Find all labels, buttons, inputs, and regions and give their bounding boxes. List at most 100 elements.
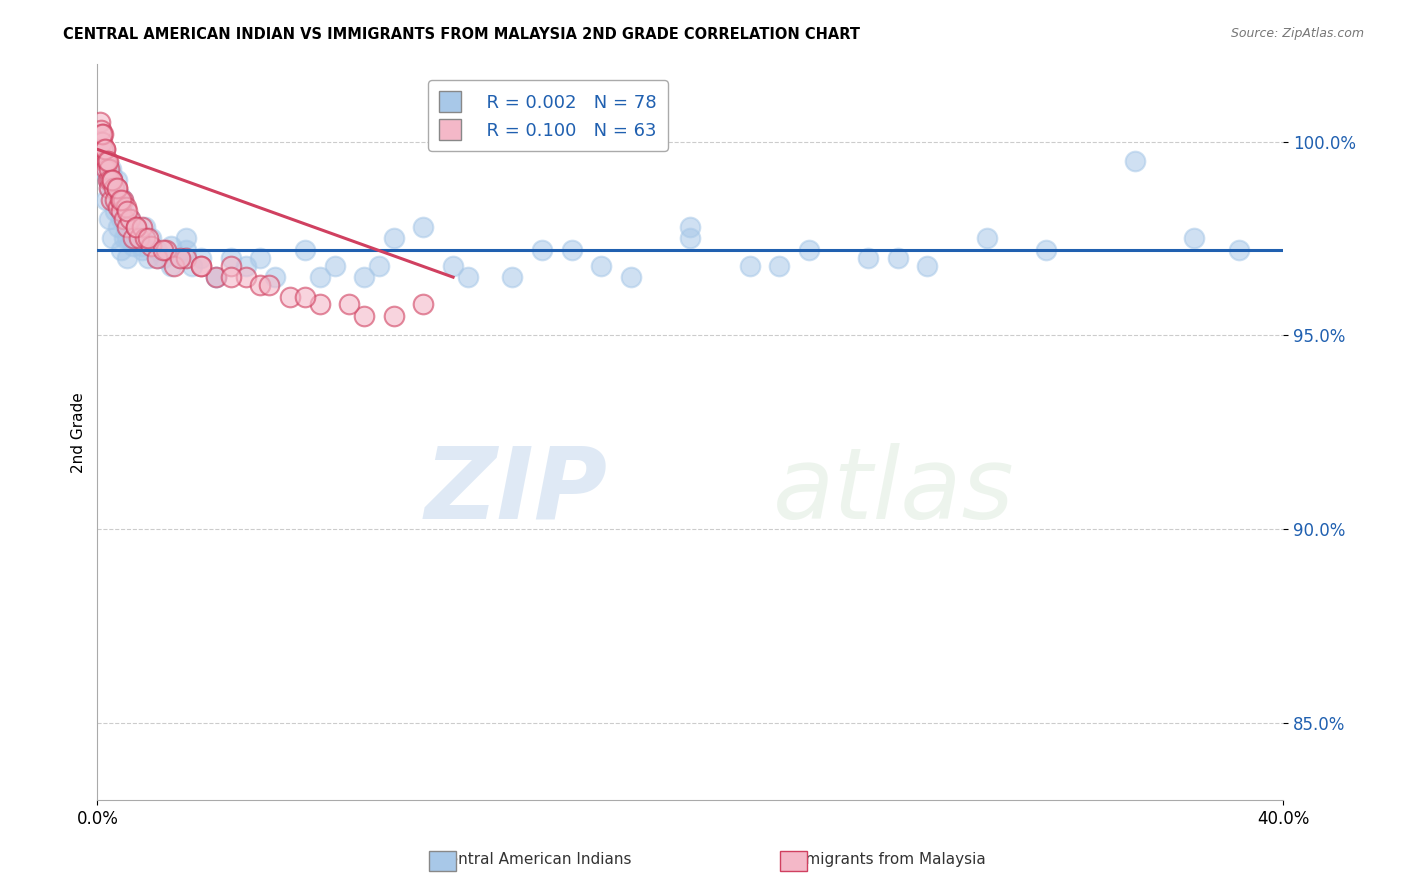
Point <box>308 270 330 285</box>
Point <box>115 251 138 265</box>
Point <box>104 204 127 219</box>
Point <box>107 201 129 215</box>
Point <box>163 259 186 273</box>
Point <box>94 153 117 168</box>
Point <box>115 219 138 234</box>
Point <box>96 161 118 176</box>
Point <box>90 123 112 137</box>
Point <box>118 212 141 227</box>
Point <box>103 181 125 195</box>
Point <box>110 193 132 207</box>
Point <box>122 231 145 245</box>
Point <box>264 270 287 285</box>
Point <box>110 212 132 227</box>
Point <box>235 270 257 285</box>
Point <box>110 204 132 219</box>
Point <box>110 243 132 257</box>
Point <box>97 173 120 187</box>
Point <box>1123 153 1146 168</box>
Point <box>249 251 271 265</box>
Point <box>160 239 183 253</box>
Point <box>114 219 136 234</box>
Point <box>152 251 174 265</box>
Point <box>100 193 122 207</box>
Point <box>115 231 138 245</box>
Point <box>219 270 242 285</box>
Point <box>89 115 111 129</box>
Point <box>501 270 523 285</box>
Point <box>122 239 145 253</box>
Point <box>679 231 702 245</box>
Point <box>98 181 121 195</box>
Point <box>738 259 761 273</box>
Point <box>125 219 148 234</box>
Point <box>190 251 212 265</box>
Point <box>917 259 939 273</box>
Point <box>131 239 153 253</box>
Point <box>111 193 134 207</box>
Point <box>887 251 910 265</box>
Point <box>278 289 301 303</box>
Point <box>97 173 120 187</box>
Point <box>174 243 197 257</box>
Point <box>205 270 228 285</box>
Point <box>412 297 434 311</box>
Point <box>101 173 124 187</box>
Point <box>294 243 316 257</box>
Point <box>122 231 145 245</box>
Point <box>441 259 464 273</box>
Point <box>249 277 271 292</box>
Point <box>190 259 212 273</box>
Point <box>90 135 112 149</box>
Point <box>112 212 135 227</box>
Point <box>90 127 112 141</box>
Point <box>136 231 159 245</box>
Point <box>100 161 122 176</box>
Point <box>101 231 124 245</box>
Point <box>96 165 118 179</box>
Point <box>561 243 583 257</box>
Point <box>308 297 330 311</box>
Point <box>169 251 191 265</box>
Point <box>797 243 820 257</box>
Point <box>219 259 242 273</box>
Point <box>108 188 131 202</box>
Point <box>235 259 257 273</box>
Point <box>128 231 150 245</box>
Legend:   R = 0.002   N = 78,   R = 0.100   N = 63: R = 0.002 N = 78, R = 0.100 N = 63 <box>429 80 668 151</box>
Point <box>105 181 128 195</box>
Point <box>101 173 124 187</box>
Point <box>93 153 115 168</box>
Point <box>91 127 114 141</box>
Point <box>112 204 135 219</box>
Point <box>412 219 434 234</box>
Point <box>139 239 162 253</box>
Point <box>368 259 391 273</box>
Point <box>1227 243 1250 257</box>
Point <box>96 193 118 207</box>
Point <box>591 259 613 273</box>
Point <box>976 231 998 245</box>
Text: atlas: atlas <box>773 442 1015 540</box>
Point <box>107 219 129 234</box>
Point <box>205 270 228 285</box>
Point <box>91 142 114 156</box>
Point <box>105 181 128 195</box>
Point <box>94 153 117 168</box>
Point <box>856 251 879 265</box>
Point <box>104 193 127 207</box>
Y-axis label: 2nd Grade: 2nd Grade <box>72 392 86 473</box>
Point <box>181 259 204 273</box>
Point <box>768 259 790 273</box>
Point <box>98 173 121 187</box>
Point <box>111 193 134 207</box>
Point <box>94 142 117 156</box>
Point <box>103 193 125 207</box>
Point <box>114 201 136 215</box>
Point <box>118 212 141 227</box>
Text: Immigrants from Malaysia: Immigrants from Malaysia <box>786 852 986 867</box>
Point <box>174 251 197 265</box>
Point <box>134 231 156 245</box>
Point <box>323 259 346 273</box>
Point <box>531 243 554 257</box>
